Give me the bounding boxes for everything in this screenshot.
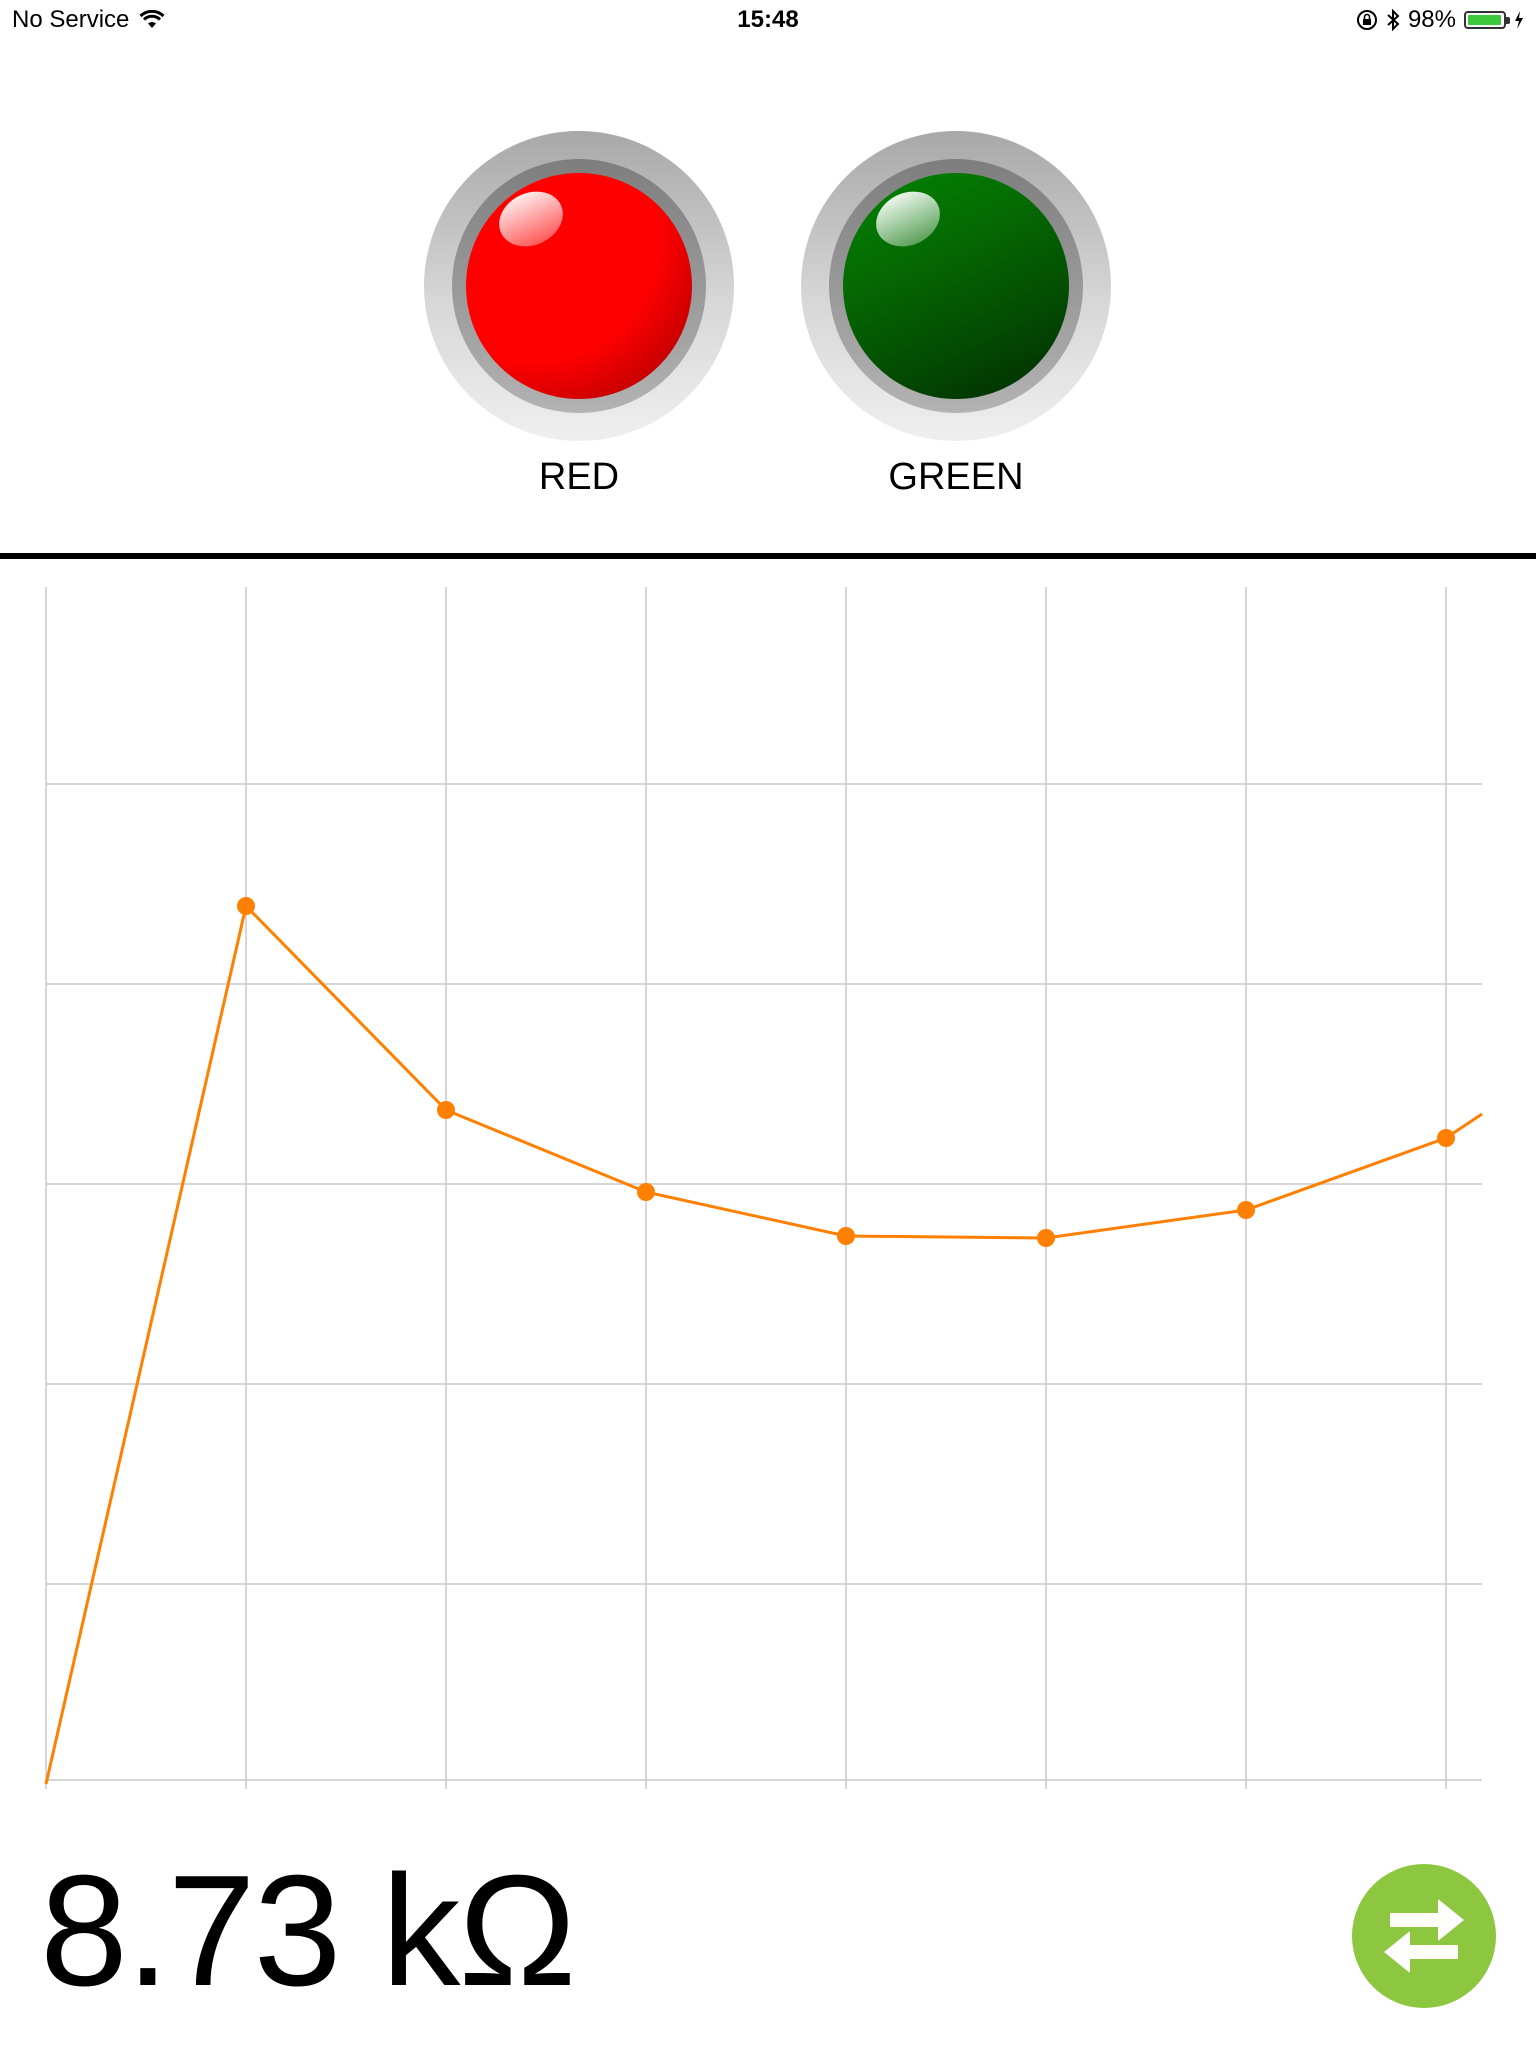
bluetooth-icon	[1387, 8, 1400, 32]
data-point	[837, 1227, 855, 1245]
data-point	[1437, 1129, 1455, 1147]
charging-bolt-icon	[1515, 11, 1523, 29]
status-left: No Service	[12, 6, 165, 34]
green-indicator-lamp	[801, 131, 1111, 441]
green-indicator-label: GREEN	[888, 456, 1024, 498]
battery-percent: 98%	[1407, 6, 1456, 33]
resistance-chart	[44, 587, 1483, 1789]
clock: 15:48	[737, 6, 799, 33]
series-line	[44, 904, 1483, 1785]
resistance-reading: 8.73 kΩ	[40, 1843, 577, 2019]
status-bar: No Service 15:48 98%	[0, 0, 1536, 40]
swap-arrows-icon	[1384, 1899, 1464, 1973]
orientation-lock-icon	[1356, 10, 1377, 30]
data-point	[237, 897, 255, 915]
carrier-label: No Service	[12, 6, 130, 33]
status-right: 98%	[1356, 6, 1524, 34]
data-point	[637, 1183, 655, 1201]
red-indicator-label: RED	[538, 456, 620, 498]
section-divider	[0, 553, 1536, 559]
battery-icon	[1464, 11, 1510, 29]
data-point	[437, 1101, 455, 1119]
red-indicator-lamp	[424, 131, 734, 441]
swap-button[interactable]	[1352, 1864, 1496, 2008]
data-point	[1037, 1229, 1055, 1247]
data-point	[1237, 1201, 1255, 1219]
wifi-icon	[139, 10, 165, 28]
